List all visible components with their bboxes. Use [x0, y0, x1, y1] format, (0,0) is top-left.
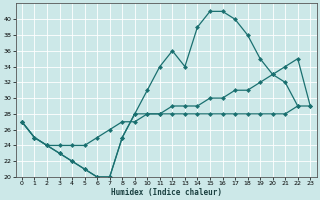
X-axis label: Humidex (Indice chaleur): Humidex (Indice chaleur)	[111, 188, 221, 197]
